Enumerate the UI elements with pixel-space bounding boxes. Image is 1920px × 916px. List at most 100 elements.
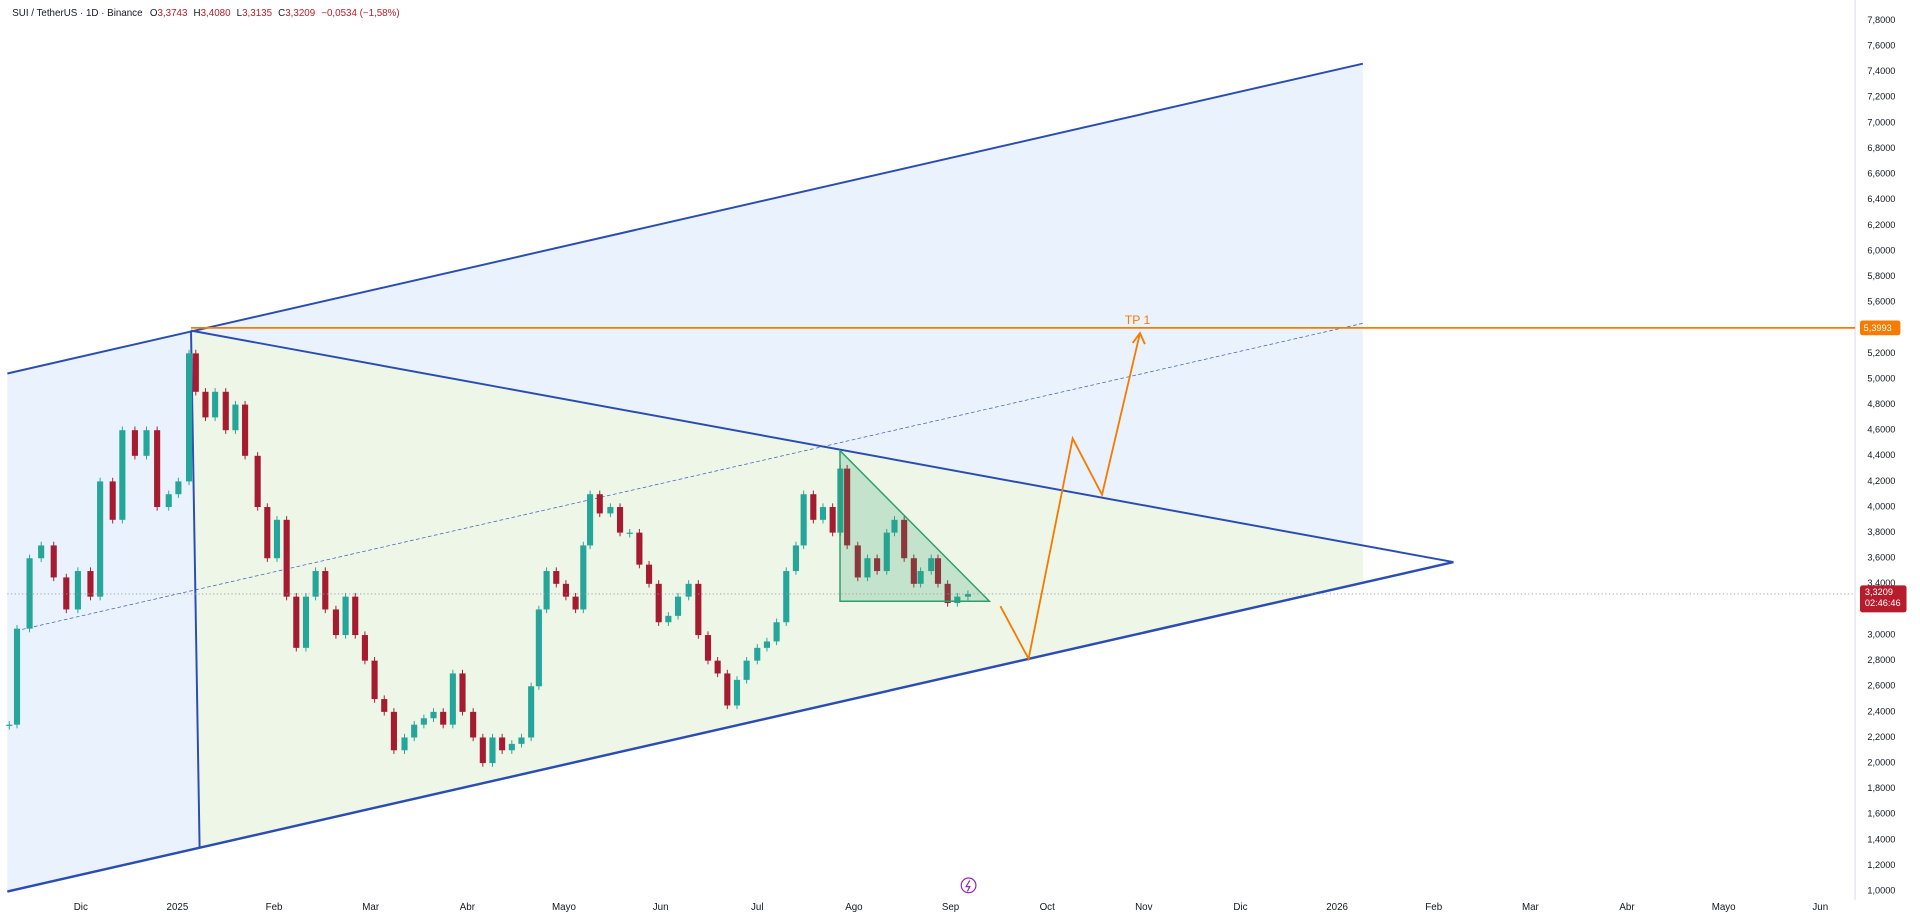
channel-midline xyxy=(21,322,1363,630)
y-tick-label: 1,6000 xyxy=(1867,809,1895,819)
header-value: 3,4080 xyxy=(201,8,231,19)
candle xyxy=(844,468,851,546)
candle xyxy=(489,737,496,764)
channel-lower-line xyxy=(7,560,1454,893)
candle xyxy=(891,519,898,533)
candle xyxy=(674,596,682,616)
candle xyxy=(232,404,239,431)
candle xyxy=(212,391,219,418)
candle xyxy=(543,571,550,610)
x-tick-label: Sep xyxy=(942,902,960,913)
candle xyxy=(645,564,653,584)
y-tick-label: 5,0000 xyxy=(1867,373,1895,383)
candle xyxy=(580,545,587,610)
candle xyxy=(636,532,643,565)
candle xyxy=(470,711,477,738)
candle xyxy=(754,647,761,661)
candle xyxy=(63,577,70,610)
triangle-upper-line xyxy=(190,329,1454,564)
x-tick-label: Jun xyxy=(653,902,669,913)
candle xyxy=(430,711,437,719)
projection-path xyxy=(999,332,1141,662)
candle xyxy=(185,353,193,482)
candle xyxy=(783,571,790,623)
candle xyxy=(165,494,172,508)
candle xyxy=(332,609,339,636)
header-key: H xyxy=(194,8,201,19)
candle xyxy=(854,545,861,578)
candle xyxy=(773,622,780,642)
candle xyxy=(74,571,81,610)
x-tick-label: 2026 xyxy=(1326,902,1348,913)
header-value: 3,3743 xyxy=(157,8,187,19)
candle xyxy=(587,494,594,546)
candle xyxy=(26,558,33,629)
candle xyxy=(131,430,138,456)
y-tick-label: 4,0000 xyxy=(1867,501,1895,511)
candle xyxy=(6,724,13,726)
y-tick-label: 7,4000 xyxy=(1867,66,1895,76)
candle xyxy=(192,353,199,392)
chart-title: SUI / TetherUS · 1D · Binance xyxy=(12,8,142,19)
y-tick-label: 2,0000 xyxy=(1867,758,1895,768)
price-label: 5,3993 xyxy=(1864,323,1892,333)
candle xyxy=(273,519,281,559)
candle xyxy=(119,430,126,520)
y-tick-label: 5,8000 xyxy=(1867,271,1895,281)
y-tick-label: 5,6000 xyxy=(1867,297,1895,307)
x-tick-label: Feb xyxy=(266,902,283,913)
projection-arrowhead xyxy=(1131,331,1146,345)
candle xyxy=(616,507,624,533)
y-tick-label: 6,2000 xyxy=(1867,220,1895,230)
y-tick-label: 6,0000 xyxy=(1867,245,1895,255)
candle xyxy=(254,455,261,508)
x-tick-label: Mar xyxy=(1522,902,1540,913)
candle xyxy=(928,558,935,572)
candle xyxy=(874,558,881,572)
candle xyxy=(724,673,731,706)
x-tick-label: Feb xyxy=(1425,902,1442,913)
replay-icon[interactable] xyxy=(960,877,977,894)
candle xyxy=(508,743,515,751)
x-tick-label: Mayo xyxy=(552,902,576,913)
y-tick-label: 6,6000 xyxy=(1867,169,1895,179)
candle xyxy=(810,494,817,520)
candle xyxy=(596,494,603,514)
candle xyxy=(763,641,770,648)
replay-icon-bolt xyxy=(965,880,971,892)
y-tick-label: 7,8000 xyxy=(1867,15,1895,25)
y-tick-label: 3,0000 xyxy=(1867,629,1895,639)
x-tick-label: Jun xyxy=(1812,902,1828,913)
x-tick-label: 2025 xyxy=(167,902,189,913)
candle xyxy=(934,558,942,584)
candle xyxy=(714,660,721,674)
candle xyxy=(342,596,349,636)
candle xyxy=(607,507,614,514)
candle xyxy=(293,596,300,648)
candle xyxy=(535,609,542,687)
candle xyxy=(401,737,408,751)
price-badge xyxy=(1860,320,1901,336)
candle xyxy=(819,507,827,520)
y-tick-label: 7,6000 xyxy=(1867,41,1895,51)
y-tick-label: 4,2000 xyxy=(1867,476,1895,486)
candle xyxy=(222,391,229,431)
candle xyxy=(553,571,560,584)
candle xyxy=(626,532,633,534)
candle xyxy=(743,660,750,680)
candle xyxy=(954,596,961,604)
candle xyxy=(685,583,692,597)
x-tick-label: Ago xyxy=(845,902,863,913)
price-label: 3,3209 xyxy=(1865,587,1893,597)
candle xyxy=(665,615,672,623)
y-tick-label: 2,6000 xyxy=(1867,681,1895,691)
triangle-left-line xyxy=(190,330,201,848)
countdown: 02:46:46 xyxy=(1865,598,1901,608)
candle xyxy=(695,583,702,636)
x-tick-label: Oct xyxy=(1040,902,1055,913)
x-tick-label: Mar xyxy=(362,902,380,913)
x-tick-label: Abr xyxy=(1619,902,1635,913)
header-value: 3,3209 xyxy=(285,8,315,19)
candle xyxy=(562,583,569,597)
